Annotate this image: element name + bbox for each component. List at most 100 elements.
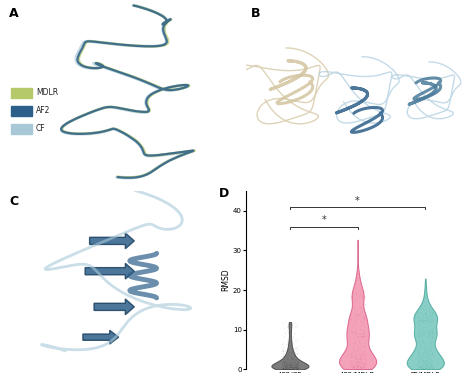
Point <box>425 315 432 321</box>
Point <box>281 319 289 325</box>
Point <box>421 358 429 364</box>
Point <box>279 348 286 354</box>
Point <box>418 312 426 318</box>
Point <box>353 289 360 295</box>
Point <box>281 364 289 370</box>
Point <box>347 336 355 342</box>
Point <box>423 347 430 353</box>
Point <box>359 362 366 368</box>
Point <box>425 354 432 360</box>
Point <box>358 360 365 366</box>
Point <box>422 357 430 363</box>
Point <box>414 332 421 338</box>
Point <box>423 310 430 316</box>
Point <box>424 284 432 290</box>
Point <box>422 311 430 317</box>
Point <box>419 362 426 368</box>
Point <box>421 317 429 323</box>
Point <box>417 358 424 364</box>
Point <box>285 366 292 372</box>
Point <box>354 359 362 365</box>
Point <box>423 347 431 352</box>
Point <box>426 346 434 352</box>
Point <box>422 356 430 362</box>
Point <box>362 333 369 339</box>
Point <box>351 341 358 347</box>
Point <box>281 358 288 364</box>
Point <box>426 355 433 361</box>
Point <box>290 357 297 363</box>
Point <box>289 357 296 363</box>
Point <box>420 354 428 360</box>
Point <box>346 320 354 326</box>
Point <box>428 312 436 318</box>
Point <box>428 348 435 354</box>
Point <box>281 358 288 364</box>
Point <box>416 355 423 361</box>
Point <box>423 329 430 335</box>
Point <box>283 357 290 363</box>
Point <box>279 354 287 360</box>
Point <box>424 351 432 357</box>
Point <box>361 343 368 349</box>
Point <box>356 332 364 338</box>
Point <box>291 339 299 345</box>
Point <box>423 354 430 360</box>
Point <box>417 349 424 355</box>
Point <box>417 335 425 341</box>
Point <box>359 293 367 299</box>
Point <box>416 345 423 351</box>
Point <box>421 360 428 366</box>
Point <box>359 364 367 370</box>
Point <box>416 331 423 337</box>
Point <box>360 315 368 321</box>
Point <box>356 291 364 297</box>
Point <box>358 360 365 366</box>
Point <box>288 364 296 370</box>
Point <box>283 363 291 369</box>
Point <box>422 344 429 350</box>
Point <box>352 330 360 336</box>
Point <box>355 344 362 350</box>
Point <box>280 366 287 372</box>
Point <box>282 364 289 370</box>
Point <box>359 329 366 335</box>
Point <box>421 358 429 364</box>
Point <box>358 302 365 308</box>
Point <box>281 360 288 366</box>
Point <box>417 366 425 372</box>
Point <box>285 361 292 367</box>
Point <box>422 305 430 311</box>
Point <box>280 360 288 366</box>
Point <box>427 360 435 366</box>
Point <box>428 353 436 359</box>
Point <box>359 284 366 290</box>
Point <box>288 366 295 372</box>
Point <box>420 365 428 371</box>
Point <box>424 326 432 332</box>
Point <box>362 355 369 361</box>
Point <box>422 322 429 327</box>
Point <box>292 364 300 370</box>
Point <box>426 310 434 316</box>
Point <box>421 317 428 323</box>
Point <box>349 354 357 360</box>
Point <box>285 362 292 368</box>
Point <box>349 292 356 298</box>
Point <box>352 357 359 363</box>
Point <box>421 349 429 355</box>
Point <box>423 364 431 370</box>
Point <box>280 366 287 372</box>
Point <box>351 330 358 336</box>
Point <box>350 342 358 348</box>
Point <box>291 356 299 362</box>
Point <box>290 340 297 346</box>
Point <box>348 292 356 298</box>
Point <box>284 356 292 362</box>
Point <box>415 309 423 315</box>
Point <box>415 323 423 329</box>
Point <box>290 365 297 371</box>
Point <box>418 318 426 324</box>
Point <box>423 360 431 366</box>
Point <box>356 353 364 359</box>
